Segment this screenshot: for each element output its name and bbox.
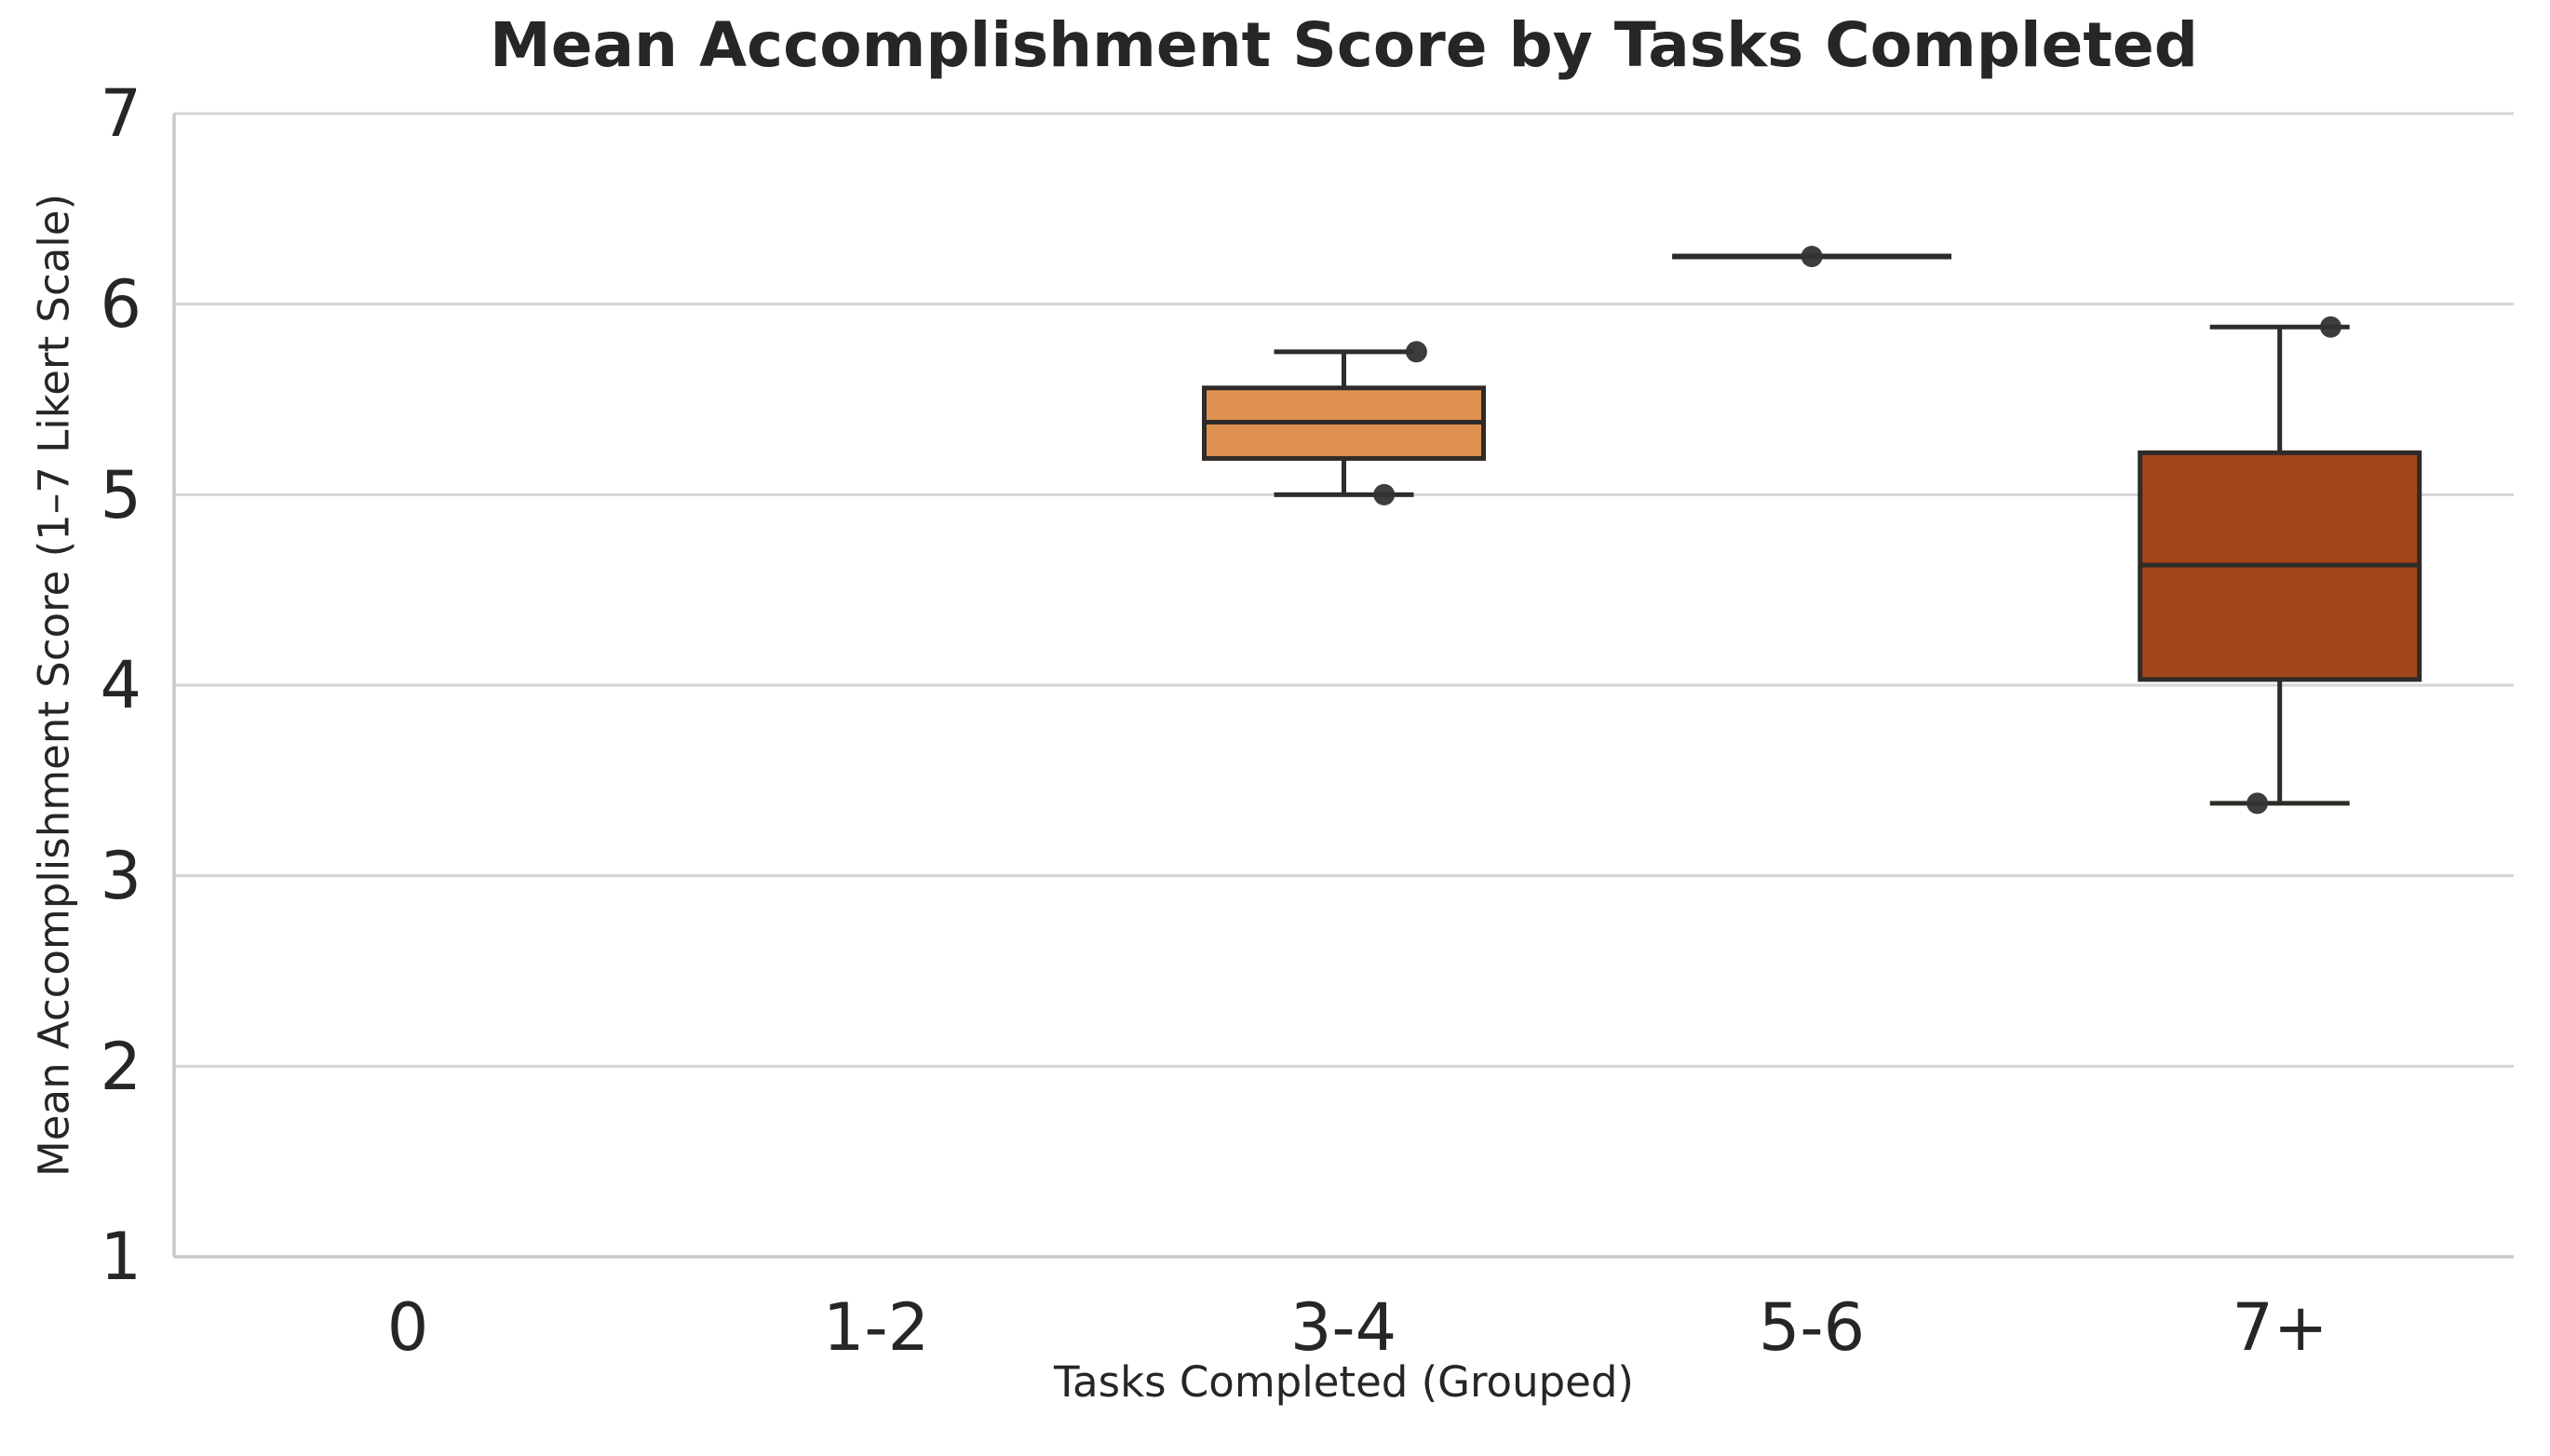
box-7+-point-0 <box>2319 316 2341 338</box>
x-tick-7plus: 7+ <box>2232 1289 2328 1366</box>
y-tick-4: 4 <box>100 647 142 723</box>
y-tick-5: 5 <box>100 457 142 533</box>
x-axis-label: Tasks Completed (Grouped) <box>1054 1357 1634 1407</box>
x-tick-3-4: 3-4 <box>1289 1289 1397 1366</box>
y-tick-1: 1 <box>100 1219 142 1295</box>
box-5-6-point-0 <box>1801 246 1823 267</box>
x-tick-0: 0 <box>386 1289 429 1366</box>
y-tick-7: 7 <box>100 75 142 152</box>
x-tick-1-2: 1-2 <box>822 1289 930 1366</box>
box-3-4-point-0 <box>1405 341 1427 363</box>
box-3-4-point-1 <box>1373 483 1396 506</box>
box-7+-point-1 <box>2246 792 2269 815</box>
chart-title: Mean Accomplishment Score by Tasks Compl… <box>490 9 2198 81</box>
x-tick-5-6: 5-6 <box>1758 1289 1866 1366</box>
y-tick-3: 3 <box>100 838 142 914</box>
y-tick-6: 6 <box>100 266 142 343</box>
y-tick-2: 2 <box>100 1029 142 1105</box>
